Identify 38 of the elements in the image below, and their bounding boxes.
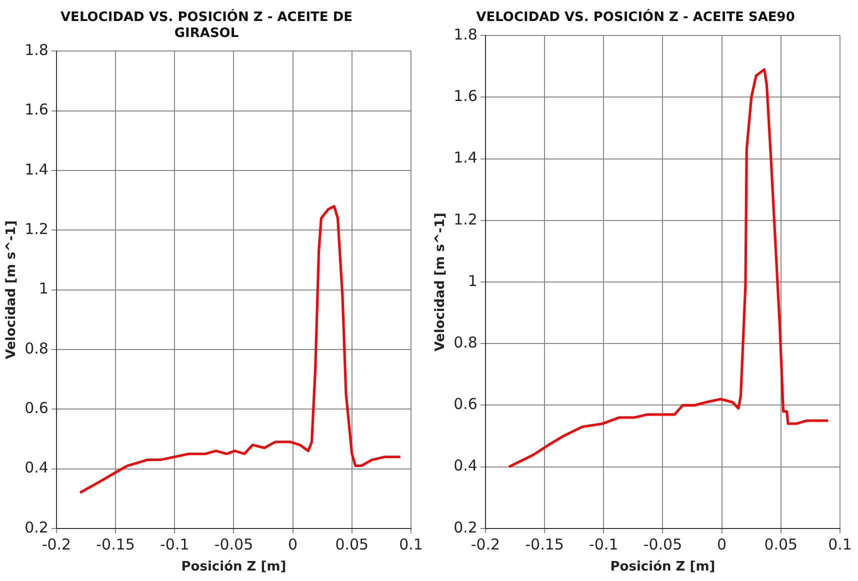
x-tick-label: -0.1 [588,535,618,554]
x-tick-label: -0.1 [160,535,190,554]
x-tick-label: 0.1 [828,535,852,554]
y-tick-label: 0.4 [24,458,48,477]
x-tick-label: 0 [717,535,727,554]
x-axis-title: Posición Z [m] [181,560,286,575]
chart-title: VELOCIDAD VS. POSICIÓN Z - ACEITE DE GIRASOL [60,8,352,41]
y-tick-label: 1 [38,280,48,298]
y-tick-label: 0.6 [454,395,478,414]
y-tick-label: 1 [468,272,478,290]
y-tick-label: 0.6 [24,398,48,417]
y-axis-title: Velocidad [m s^-1] [433,212,448,352]
x-tick-label: -0.15 [525,535,564,554]
x-tick-label: 0 [288,535,298,554]
x-tick-label: 0.05 [335,535,369,554]
y-tick-label: 1.4 [454,148,478,167]
y-tick-label: 1.4 [24,160,48,178]
y-tick-label: 0.2 [454,518,478,536]
x-tick-label: -0.05 [643,535,682,554]
y-tick-label: 1.2 [454,210,478,228]
chart-title: VELOCIDAD VS. POSICIÓN Z - ACEITE SAE90 [476,8,795,26]
y-tick-label: 0.4 [454,456,478,475]
y-tick-label: 0.2 [24,518,48,536]
x-tick-label: 0.1 [399,535,423,554]
x-tick-label: -0.2 [470,535,500,554]
y-tick-label: 1.6 [454,87,478,106]
y-tick-label: 1.6 [24,100,48,119]
y-tick-label: 0.8 [24,339,48,358]
x-axis-title: Posición Z [m] [610,560,716,575]
x-tick-label: 0.05 [764,535,798,554]
x-tick-label: -0.2 [42,535,72,554]
y-tick-label: 1.8 [454,25,478,44]
y-tick-label: 1.2 [24,220,48,238]
x-tick-label: -0.15 [96,535,135,554]
y-axis-title: Velocidad [m s^-1] [4,220,20,360]
x-tick-label: -0.05 [214,535,254,554]
y-tick-label: 1.8 [24,41,48,60]
y-tick-label: 0.8 [454,333,478,352]
